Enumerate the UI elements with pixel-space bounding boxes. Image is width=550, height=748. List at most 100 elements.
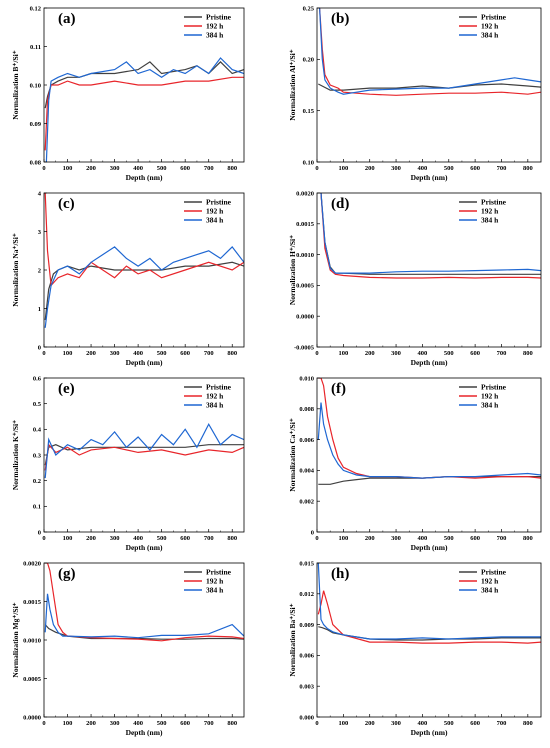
x-tick-label: 400 xyxy=(133,350,143,357)
y-tick-label: 0.3 xyxy=(33,452,42,459)
panel-label: (c) xyxy=(58,196,75,212)
x-tick-label: 500 xyxy=(157,350,167,357)
legend-label: 192 h xyxy=(481,22,499,31)
legend-label: 192 h xyxy=(206,22,224,31)
x-tick-label: 0 xyxy=(315,165,318,172)
y-tick-label: 0.004 xyxy=(299,468,314,475)
series-line-192-h xyxy=(319,8,541,96)
series-line-384-h xyxy=(45,57,244,162)
y-tick-label: 0.2 xyxy=(33,478,41,485)
chart-panel-h: 0 100 200 300 400 500 600 700 800 0.000 0.003 0.006… xyxy=(288,560,542,737)
x-tick-label: 300 xyxy=(391,165,401,172)
x-tick-label: 200 xyxy=(86,720,96,727)
y-tick-label: 0.0005 xyxy=(23,676,42,683)
panel-label: (g) xyxy=(58,566,76,582)
x-tick-label: 200 xyxy=(365,350,375,357)
legend-label: Pristine xyxy=(206,568,232,577)
x-tick-label: 300 xyxy=(391,350,401,357)
y-tick-label: 0.0000 xyxy=(296,314,314,321)
x-tick-label: 800 xyxy=(523,535,533,542)
x-tick-label: 700 xyxy=(204,350,214,357)
y-tick-label: 0.006 xyxy=(299,653,314,660)
panel-label: (b) xyxy=(331,11,349,27)
legend-label: 192 h xyxy=(481,392,499,401)
legend-label: 192 h xyxy=(206,577,224,586)
y-tick-label: 0.15 xyxy=(303,108,315,115)
y-tick-label: 0.0015 xyxy=(296,221,315,228)
x-tick-label: 700 xyxy=(204,720,214,727)
y-axis-label: Normalization Na⁺/Si⁺ xyxy=(11,233,20,307)
x-axis-label: Depth (nm) xyxy=(411,728,448,737)
x-axis-label: Depth (nm) xyxy=(411,358,448,367)
x-tick-label: 500 xyxy=(157,720,167,727)
series-line-384-h xyxy=(319,8,541,95)
y-tick-label: 0.0005 xyxy=(296,283,315,290)
x-tick-label: 700 xyxy=(497,720,507,727)
y-tick-label: 0.5 xyxy=(33,401,42,408)
x-axis-label: Depth (nm) xyxy=(126,543,163,552)
series-line-192-h xyxy=(44,193,244,287)
panel-label: (h) xyxy=(331,566,349,582)
x-tick-label: 100 xyxy=(63,535,73,542)
x-tick-label: 300 xyxy=(110,350,120,357)
y-tick-label: 0.009 xyxy=(299,622,314,629)
legend-label: Pristine xyxy=(481,383,507,392)
chart-panel-c: 0 100 200 300 400 500 600 700 800 0 1 2 3 4 Depth (nm)… xyxy=(11,190,245,367)
series-line-384-h xyxy=(44,422,244,479)
x-tick-label: 200 xyxy=(86,350,96,357)
x-axis-label: Depth (nm) xyxy=(126,173,163,182)
x-axis-label: Depth (nm) xyxy=(126,728,163,737)
x-tick-label: 200 xyxy=(365,720,375,727)
y-tick-label: 0.25 xyxy=(303,5,315,12)
legend-label: 192 h xyxy=(206,207,224,216)
x-tick-label: 500 xyxy=(444,535,454,542)
legend-label: 384 h xyxy=(206,586,224,595)
y-axis-label: Normalization K⁺/Si⁺ xyxy=(11,420,20,490)
x-tick-label: 800 xyxy=(227,165,237,172)
y-axis-label: Normalization Ca⁺/Si⁺ xyxy=(288,418,297,492)
chart-panel-f: 0 100 200 300 400 500 600 700 800 0 0.002 0.004 0.00… xyxy=(288,375,542,552)
y-tick-label: 0 xyxy=(38,529,41,536)
x-tick-label: 400 xyxy=(418,350,428,357)
x-tick-label: 600 xyxy=(180,535,190,542)
x-axis-label: Depth (nm) xyxy=(411,543,448,552)
plot-frame xyxy=(316,562,542,718)
y-tick-label: 2 xyxy=(38,267,41,274)
y-tick-label: 0.11 xyxy=(30,44,41,51)
legend-label: 384 h xyxy=(206,31,224,40)
y-tick-label: -0.0005 xyxy=(294,344,315,351)
x-tick-label: 0 xyxy=(42,535,45,542)
legend-label: 384 h xyxy=(481,216,499,225)
series-line-pristine xyxy=(320,193,541,275)
panel-label: (e) xyxy=(58,381,75,397)
x-tick-label: 100 xyxy=(338,165,348,172)
x-tick-label: 600 xyxy=(470,350,480,357)
x-tick-label: 700 xyxy=(497,165,507,172)
y-tick-label: 0.0020 xyxy=(296,190,314,197)
x-tick-label: 800 xyxy=(523,165,533,172)
x-tick-label: 600 xyxy=(180,720,190,727)
chart-panel-a: 0 100 200 300 400 500 600 700 800 0.08 0.09 0.10 0.1… xyxy=(11,5,245,182)
x-tick-label: 200 xyxy=(86,165,96,172)
x-tick-label: 600 xyxy=(470,535,480,542)
series-line-192-h xyxy=(320,193,541,279)
y-tick-label: 0.000 xyxy=(299,714,314,721)
y-tick-label: 0 xyxy=(311,529,314,536)
y-axis-label: Normalization H⁺/Si⁺ xyxy=(288,235,297,305)
y-tick-label: 0.003 xyxy=(299,684,314,691)
legend-label: Pristine xyxy=(481,568,507,577)
y-tick-label: 0.10 xyxy=(30,82,41,89)
chart-panel-d: 0 100 200 300 400 500 600 700 800 -0.0005 0.0000 0.… xyxy=(288,190,542,367)
series-line-pristine xyxy=(44,61,244,109)
y-tick-label: 0.002 xyxy=(299,499,314,506)
y-tick-label: 0.010 xyxy=(299,375,314,382)
plot-frame xyxy=(316,7,542,163)
plot-frame xyxy=(316,192,542,348)
x-tick-label: 100 xyxy=(338,350,348,357)
series-line-384-h xyxy=(320,193,541,274)
series-line-384-h xyxy=(317,563,541,640)
y-axis-label: Normalization Mg⁺/Si⁺ xyxy=(11,602,20,677)
legend-label: 192 h xyxy=(206,392,224,401)
x-tick-label: 600 xyxy=(470,165,480,172)
